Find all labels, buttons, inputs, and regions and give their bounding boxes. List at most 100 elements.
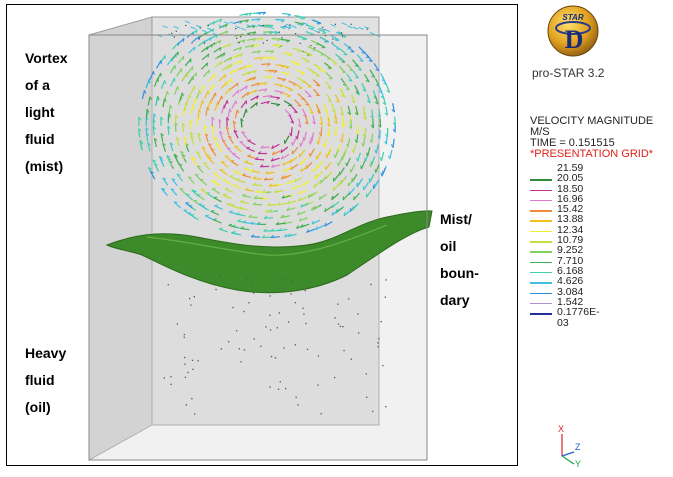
velocity-arrow-head — [350, 51, 355, 53]
velocity-arrow — [364, 26, 370, 30]
legend-swatch — [530, 313, 552, 315]
velocity-arrow — [331, 209, 340, 216]
velocity-arrow-head — [306, 229, 310, 233]
velocity-arrow — [343, 209, 352, 217]
velocity-arrow — [304, 90, 312, 98]
velocity-arrow — [339, 88, 346, 98]
velocity-arrow — [274, 190, 284, 194]
velocity-arrow-head — [226, 100, 229, 104]
velocity-arrow-head — [245, 108, 248, 113]
velocity-arrow-head — [343, 212, 346, 216]
velocity-arrow — [363, 181, 370, 191]
velocity-arrow — [174, 122, 177, 132]
velocity-arrow — [217, 95, 223, 105]
velocity-arrow-head — [257, 18, 261, 22]
velocity-arrow — [247, 139, 256, 146]
velocity-arrow — [233, 53, 243, 58]
velocity-arrow-head — [152, 119, 156, 123]
velocity-arrow — [232, 120, 236, 130]
velocity-arrow — [378, 84, 383, 94]
velocity-arrow — [145, 79, 150, 89]
velocity-arrow — [307, 192, 316, 199]
velocity-arrow-head — [270, 157, 274, 162]
velocity-arrow — [188, 46, 196, 54]
velocity-arrow — [234, 145, 242, 153]
velocity-arrow — [216, 52, 226, 59]
velocity-arrow — [308, 27, 314, 31]
velocity-arrow-head — [164, 80, 166, 85]
grid-point — [236, 330, 238, 332]
velocity-arrow — [211, 125, 215, 135]
velocity-arrow — [207, 143, 214, 152]
velocity-arrow — [232, 89, 240, 98]
vortex-line: of a — [25, 77, 50, 93]
velocity-arrow — [277, 202, 287, 206]
velocity-arrow — [246, 24, 252, 28]
velocity-arrow — [218, 74, 227, 82]
grid-point — [384, 296, 386, 298]
grid-point — [365, 373, 367, 375]
grid-point — [341, 32, 343, 34]
velocity-arrow-head — [262, 12, 267, 15]
velocity-arrow-head — [226, 117, 230, 121]
velocity-arrow — [247, 155, 257, 160]
velocity-arrow-head — [282, 79, 287, 82]
grid-point — [337, 303, 339, 305]
grid-point — [199, 27, 201, 29]
axis-y-label: Y — [575, 459, 581, 469]
velocity-arrow — [222, 194, 232, 200]
velocity-arrow-head — [179, 187, 184, 190]
grid-point — [324, 35, 327, 37]
velocity-arrow — [138, 128, 141, 138]
velocity-arrow — [240, 100, 247, 109]
velocity-arrow-head — [280, 175, 284, 180]
velocity-arrow — [309, 135, 314, 145]
velocity-arrow — [167, 125, 170, 135]
velocity-arrow — [251, 50, 261, 54]
velocity-arrow-head — [354, 139, 358, 144]
velocity-arrow — [316, 151, 322, 160]
grid-point — [176, 323, 178, 325]
velocity-arrow-head — [188, 176, 192, 179]
velocity-arrow — [371, 156, 376, 165]
velocity-arrow-head — [260, 37, 264, 41]
grid-point — [198, 38, 200, 40]
velocity-arrow — [211, 180, 221, 187]
velocity-arrow — [203, 125, 207, 135]
velocity-arrow-head — [152, 159, 157, 163]
velocity-arrow — [315, 225, 324, 231]
velocity-arrow-head — [312, 121, 316, 125]
velocity-arrow-head — [213, 136, 217, 140]
velocity-arrow — [311, 219, 321, 225]
velocity-arrow-head — [271, 145, 274, 149]
velocity-arrow — [352, 26, 359, 30]
velocity-arrow-head — [379, 157, 382, 161]
velocity-arrow-head — [281, 195, 285, 199]
legend-value: 4.626 — [557, 275, 584, 288]
velocity-arrow-head — [265, 170, 269, 174]
velocity-arrow-head — [375, 68, 380, 72]
velocity-arrow-head — [269, 76, 273, 80]
velocity-arrow-head — [147, 142, 151, 146]
velocity-arrow — [267, 204, 277, 207]
velocity-arrow — [317, 135, 321, 145]
velocity-arrow — [280, 71, 290, 75]
vortex-line: Vortex — [25, 50, 68, 66]
grid-point — [192, 368, 194, 370]
velocity-arrow — [213, 136, 218, 146]
velocity-arrow — [243, 64, 252, 69]
velocity-arrow — [263, 76, 273, 78]
velocity-arrow-head — [177, 86, 179, 90]
legend-value: 16.96 — [557, 192, 584, 205]
velocity-arrow-head — [259, 164, 264, 168]
velocity-arrow-head — [341, 124, 345, 128]
grid-point — [218, 275, 221, 277]
velocity-arrow — [201, 146, 208, 156]
boundary-line: boun- — [440, 265, 479, 281]
velocity-arrow — [184, 20, 191, 24]
velocity-arrow-head — [280, 214, 285, 219]
velocity-arrow-head — [322, 143, 326, 148]
grid-point — [171, 32, 173, 34]
grid-point — [187, 371, 189, 374]
velocity-arrow — [301, 57, 310, 63]
